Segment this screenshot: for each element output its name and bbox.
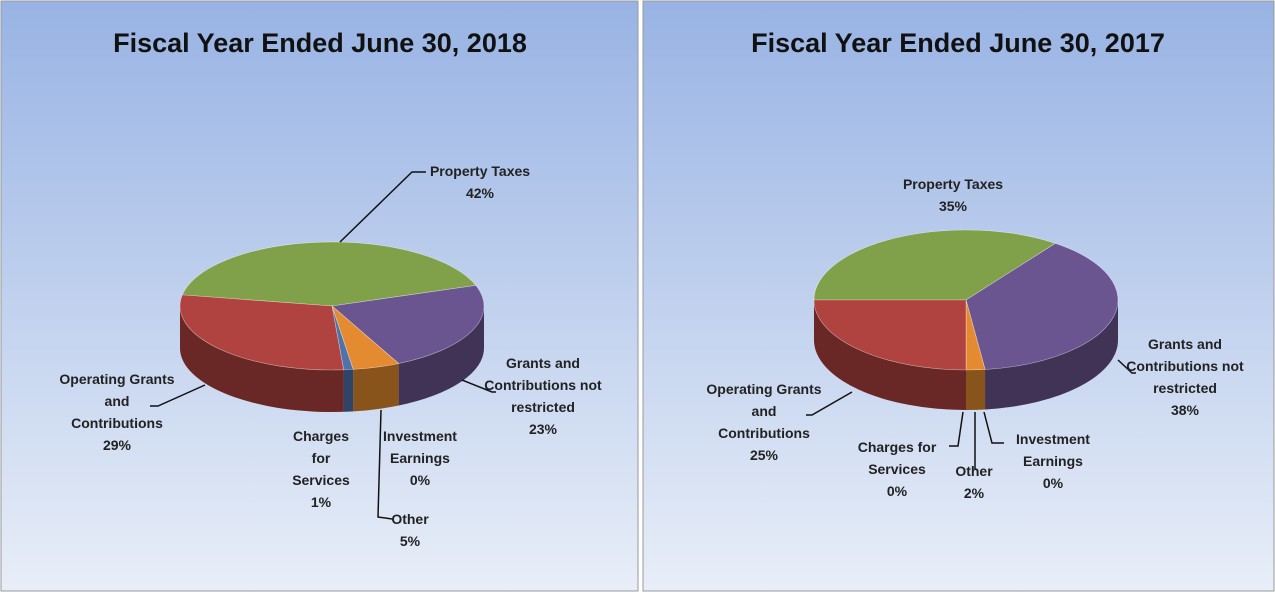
category-label: Grants and Contributions not restricted	[1126, 336, 1244, 396]
category-label: Charges for Services	[292, 428, 350, 488]
category-label: Property Taxes	[902, 176, 1004, 192]
pie-wall	[814, 300, 966, 410]
data-label: Operating Grants and Contributions 25%	[704, 378, 824, 466]
value-label: 0%	[886, 483, 908, 499]
pie-slice	[965, 243, 1119, 370]
pie-wall	[966, 369, 986, 410]
data-label: Investment Earnings 0%	[370, 425, 470, 491]
value-label: 42%	[465, 185, 495, 201]
pie-wall-shade	[180, 306, 344, 412]
pie-slice	[179, 294, 345, 371]
pie-wall	[353, 363, 399, 412]
pie-tops	[813, 229, 1119, 371]
pie-walls	[814, 300, 1118, 410]
value-label: 25%	[749, 447, 779, 463]
pie-wall-shade	[966, 369, 986, 410]
pie-tops	[179, 241, 485, 371]
pie-top	[965, 243, 1119, 370]
leader-lines	[150, 171, 1136, 520]
value-label: 23%	[528, 421, 558, 437]
data-label: Property Taxes 42%	[415, 160, 545, 204]
data-label: Charges for Services 0%	[852, 436, 942, 502]
pie-slice	[331, 285, 485, 364]
data-label: Grants and Contributions not restricted 3…	[1125, 333, 1245, 421]
value-label: 2%	[963, 485, 985, 501]
chart-title: Fiscal Year Ended June 30, 2017	[751, 28, 1165, 58]
value-label: 29%	[102, 437, 132, 453]
value-label: 5%	[399, 533, 421, 549]
category-label: Charges for Services	[857, 439, 937, 477]
category-label: Investment Earnings	[383, 428, 457, 466]
category-label: Operating Grants and Contributions	[706, 381, 822, 441]
pie-wall	[985, 300, 1118, 410]
data-label: Property Taxes 35%	[888, 173, 1018, 217]
category-label: Other	[391, 511, 429, 527]
pie-wall-shade	[343, 369, 354, 412]
data-label: Charges for Services 1%	[291, 425, 351, 513]
pie-top	[813, 299, 967, 371]
pie-slice	[813, 229, 1057, 301]
data-label: Investment Earnings 0%	[1003, 428, 1103, 494]
category-label: Investment Earnings	[1016, 431, 1090, 469]
data-label: Other 2%	[949, 460, 999, 504]
value-label: 1%	[310, 494, 332, 510]
data-label: Grants and Contributions not restricted 2…	[483, 352, 603, 440]
pie-wall-shade	[985, 300, 1118, 410]
pie-slice	[181, 241, 477, 307]
data-label: Other 5%	[380, 508, 440, 552]
pie-top	[331, 285, 485, 364]
category-label: Other	[955, 463, 993, 479]
category-label: Property Taxes	[429, 163, 531, 179]
value-label: 35%	[938, 198, 968, 214]
pie-wall-shade	[814, 300, 966, 410]
value-label: 0%	[1042, 475, 1064, 491]
pie-slice	[813, 299, 967, 371]
pie-top	[181, 241, 477, 307]
pie-wall	[343, 369, 354, 412]
pie-walls	[180, 306, 484, 412]
data-label: Operating Grants and Contributions 29%	[57, 368, 177, 456]
pie-top	[179, 294, 345, 371]
chart-title: Fiscal Year Ended June 30, 2018	[113, 28, 527, 58]
pies	[179, 229, 1119, 412]
value-label: 0%	[409, 472, 431, 488]
pie-wall-shade	[353, 363, 399, 412]
category-label: Grants and Contributions not restricted	[484, 355, 602, 415]
value-label: 38%	[1170, 402, 1200, 418]
category-label: Operating Grants and Contributions	[59, 371, 175, 431]
pie-top	[813, 229, 1057, 301]
pie-wall	[180, 306, 344, 412]
